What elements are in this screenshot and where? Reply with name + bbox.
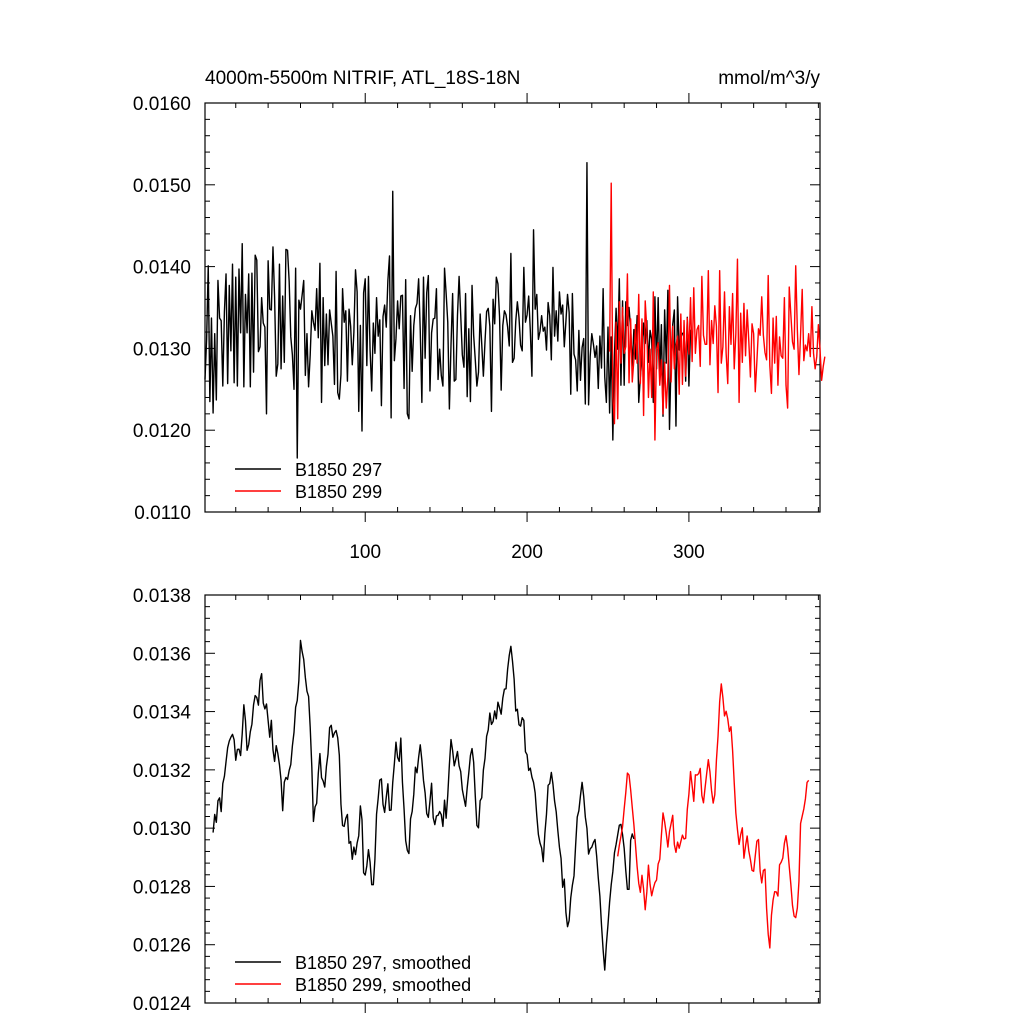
chart-units: mmol/m^3/y: [718, 68, 820, 89]
bottom-ytick-label: 0.0132: [133, 761, 191, 782]
top-panel-raw: 0.0110 0.0120 0.0130 0.0140 0.0150 0.0160 100 2…: [133, 93, 826, 563]
bottom-series-line-1: [212, 639, 635, 971]
top-xtick-label: 300: [673, 542, 705, 563]
top-plot-frame: [204, 102, 821, 513]
top-legend-label-2: B1850 299: [295, 482, 382, 502]
bottom-ytick-label: 0.0138: [133, 586, 191, 607]
bottom-series-line-2: [617, 683, 810, 949]
top-ytick-label: 0.0150: [133, 176, 191, 197]
top-ytick-label: 0.0160: [133, 94, 191, 115]
top-xtick-label: 200: [511, 542, 543, 563]
bottom-ytick-label: 0.0128: [133, 877, 191, 898]
bottom-ytick-label: 0.0136: [133, 644, 191, 665]
top-xtick-label: 100: [349, 542, 381, 563]
bottom-plot-frame: [204, 594, 821, 1004]
bottom-ytick-label: 0.0126: [133, 936, 191, 957]
top-legend-label-1: B1850 297: [295, 460, 382, 480]
bottom-ytick-label: 0.0134: [133, 703, 192, 724]
bottom-ytick-label: 0.0124: [133, 994, 192, 1015]
top-ytick-label: 0.0140: [133, 258, 191, 279]
bottom-legend-label-1: B1850 297, smoothed: [295, 953, 471, 973]
top-ytick-label: 0.0110: [134, 503, 191, 524]
top-ytick-label: 0.0120: [133, 421, 191, 442]
top-series-line-1: [204, 162, 692, 459]
bottom-panel-smoothed: 0.0124 0.0126 0.0128 0.0130 0.0132 0.0134 0.01…: [133, 585, 821, 1015]
top-ytick-label: 0.0130: [133, 339, 191, 360]
top-series-line-2: [608, 182, 826, 441]
bottom-ytick-label: 0.0130: [133, 819, 191, 840]
bottom-legend-label-2: B1850 299, smoothed: [295, 975, 471, 995]
chart-title: 4000m-5500m NITRIF, ATL_18S-18N: [205, 68, 520, 89]
